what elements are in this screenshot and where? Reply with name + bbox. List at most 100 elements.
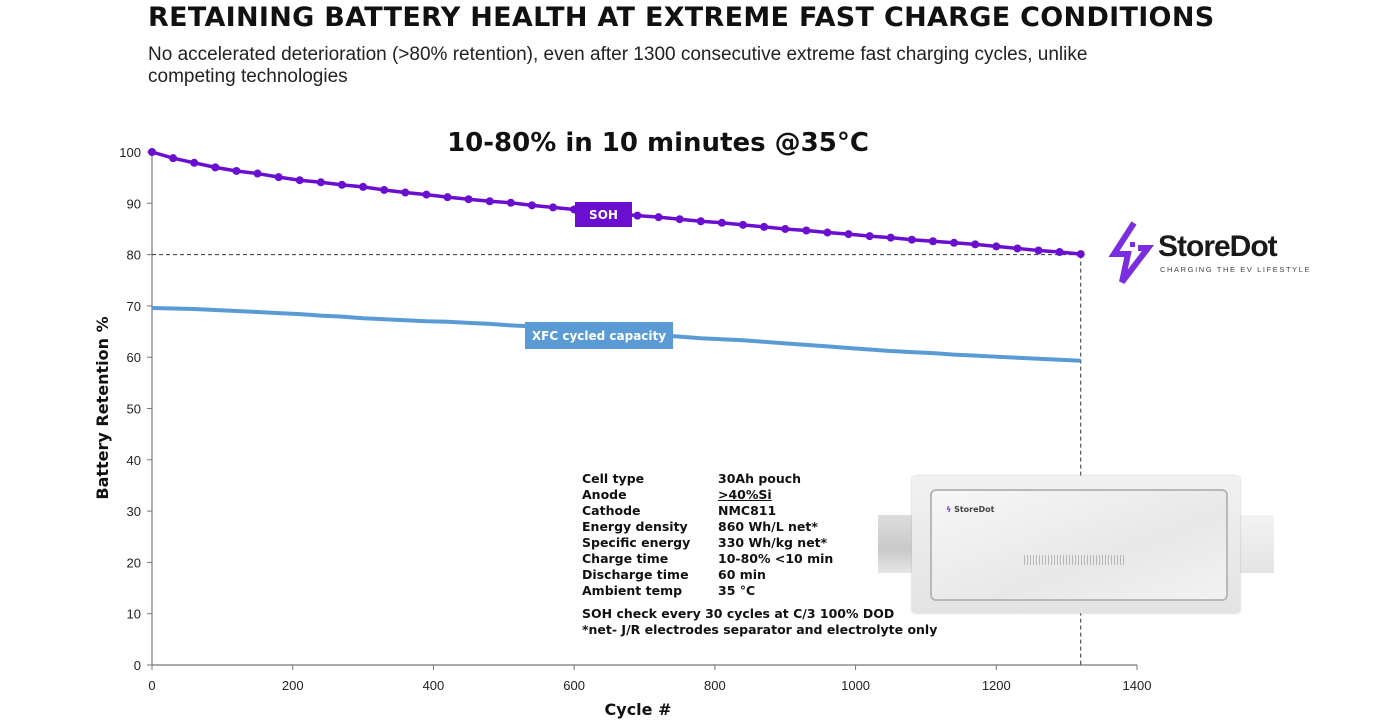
soh-data-point	[485, 197, 494, 206]
x-tick-label: 1200	[982, 678, 1011, 693]
lightning-bolt-icon	[1108, 221, 1155, 284]
soh-data-point	[549, 203, 558, 212]
battery-tab-right	[1236, 515, 1274, 573]
soh-data-point	[654, 213, 663, 222]
spec-value: NMC811	[718, 503, 777, 518]
soh-data-point	[781, 224, 790, 233]
logo-tagline: CHARGING THE EV LIFESTYLE	[1160, 265, 1312, 274]
x-tick-label: 800	[704, 678, 726, 693]
spec-row: Discharge time 60 min	[582, 567, 937, 583]
soh-data-point	[464, 195, 473, 204]
y-tick-label: 90	[127, 196, 141, 211]
spec-row: Energy density 860 Wh/L net*	[582, 519, 937, 535]
soh-data-point	[696, 217, 705, 226]
soh-data-point	[380, 185, 389, 194]
soh-data-point	[823, 228, 832, 237]
soh-data-point	[928, 237, 937, 246]
soh-data-point	[401, 188, 410, 197]
spec-label: Cell type	[582, 471, 645, 486]
soh-data-point	[886, 233, 895, 242]
spec-label: Energy density	[582, 519, 688, 534]
soh-series-label-box	[575, 202, 632, 227]
soh-data-point	[907, 235, 916, 244]
footnote: *net- J/R electrodes separator and elect…	[582, 622, 938, 637]
soh-data-point	[211, 163, 220, 172]
soh-data-point	[295, 176, 304, 185]
soh-data-point	[316, 178, 325, 187]
soh-data-point	[950, 238, 959, 247]
soh-data-point	[527, 201, 536, 210]
spec-value: 10-80% <10 min	[718, 551, 834, 566]
xfc-series-label-box	[525, 322, 673, 349]
soh-data-point	[865, 232, 874, 241]
spec-label: Cathode	[582, 503, 641, 518]
x-tick-label: 1400	[1123, 678, 1152, 693]
x-tick-label: 200	[282, 678, 304, 693]
spec-value: 860 Wh/L net*	[718, 519, 818, 534]
battery-label-print	[1024, 555, 1124, 565]
soh-data-point	[274, 173, 283, 182]
xfc-series-label-text: XFC cycled capacity	[532, 329, 666, 343]
soh-series-label-text: SOH	[589, 208, 618, 222]
soh-data-point	[232, 166, 241, 175]
x-tick-label: 0	[148, 678, 155, 693]
x-tick-label: 400	[423, 678, 445, 693]
y-tick-label: 20	[127, 555, 141, 570]
soh-data-point	[359, 182, 368, 191]
spec-label: Specific energy	[582, 535, 691, 550]
soh-data-point	[1034, 246, 1043, 255]
spec-value: >40%Si	[718, 487, 772, 502]
soh-data-point	[253, 169, 262, 178]
x-tick-label: 600	[563, 678, 585, 693]
storedot-logo: StoreDot CHARGING THE EV LIFESTYLE	[1108, 220, 1312, 286]
y-tick-label: 10	[127, 607, 141, 622]
logo-wordmark: StoreDot	[1158, 230, 1278, 263]
battery-pouch: ϟ StoreDot	[912, 476, 1240, 613]
soh-data-point	[443, 193, 452, 202]
soh-data-point	[760, 222, 769, 231]
soh-data-point	[1076, 250, 1085, 259]
battery-cell-image: ϟ StoreDot	[878, 476, 1274, 613]
soh-data-point	[422, 190, 431, 199]
spec-row: Cell type 30Ah pouch	[582, 471, 937, 487]
battery-logo: ϟ StoreDot	[946, 505, 995, 514]
spec-value: 35 °C	[718, 583, 756, 598]
y-tick-label: 100	[119, 145, 141, 160]
soh-data-point	[337, 180, 346, 189]
soh-data-point	[717, 218, 726, 227]
spec-value: 60 min	[718, 567, 766, 582]
soh-data-point	[971, 240, 980, 249]
soh-data-point	[148, 148, 156, 156]
x-axis-label: Cycle #	[605, 700, 672, 719]
page-title: RETAINING BATTERY HEALTH AT EXTREME FAST…	[148, 2, 1215, 33]
y-tick-label: 80	[127, 248, 141, 263]
soh-data-point	[1013, 244, 1022, 253]
footnote: SOH check every 30 cycles at C/3 100% DO…	[582, 606, 895, 621]
y-tick-label: 70	[127, 299, 141, 314]
spec-row: Charge time 10-80% <10 min	[582, 551, 937, 567]
spec-value: 330 Wh/kg net*	[718, 535, 828, 550]
soh-data-point	[506, 198, 515, 207]
y-tick-label: 40	[127, 453, 141, 468]
soh-data-point	[675, 215, 684, 224]
spec-row: Specific energy 330 Wh/kg net*	[582, 535, 937, 551]
y-tick-label: 50	[127, 402, 141, 417]
spec-row: Cathode NMC811	[582, 503, 937, 519]
soh-data-point	[633, 211, 642, 220]
soh-data-point	[190, 158, 199, 167]
spec-label: Anode	[582, 487, 627, 502]
soh-data-point	[1055, 248, 1064, 257]
soh-data-point	[802, 226, 811, 235]
soh-data-point	[739, 220, 747, 229]
battery-tab-left	[878, 515, 916, 573]
soh-data-point	[992, 242, 1001, 251]
y-axis-label: Battery Retention %	[93, 316, 112, 499]
soh-series-label: SOH	[575, 202, 632, 227]
soh-data-point	[844, 230, 853, 239]
y-tick-label: 30	[127, 504, 141, 519]
page-subtitle: No accelerated deterioration (>80% reten…	[148, 44, 1088, 87]
x-tick-label: 1000	[841, 678, 870, 693]
spec-value: 30Ah pouch	[718, 471, 802, 486]
xfc-series-label: XFC cycled capacity	[525, 322, 673, 349]
spec-label: Charge time	[582, 551, 669, 566]
